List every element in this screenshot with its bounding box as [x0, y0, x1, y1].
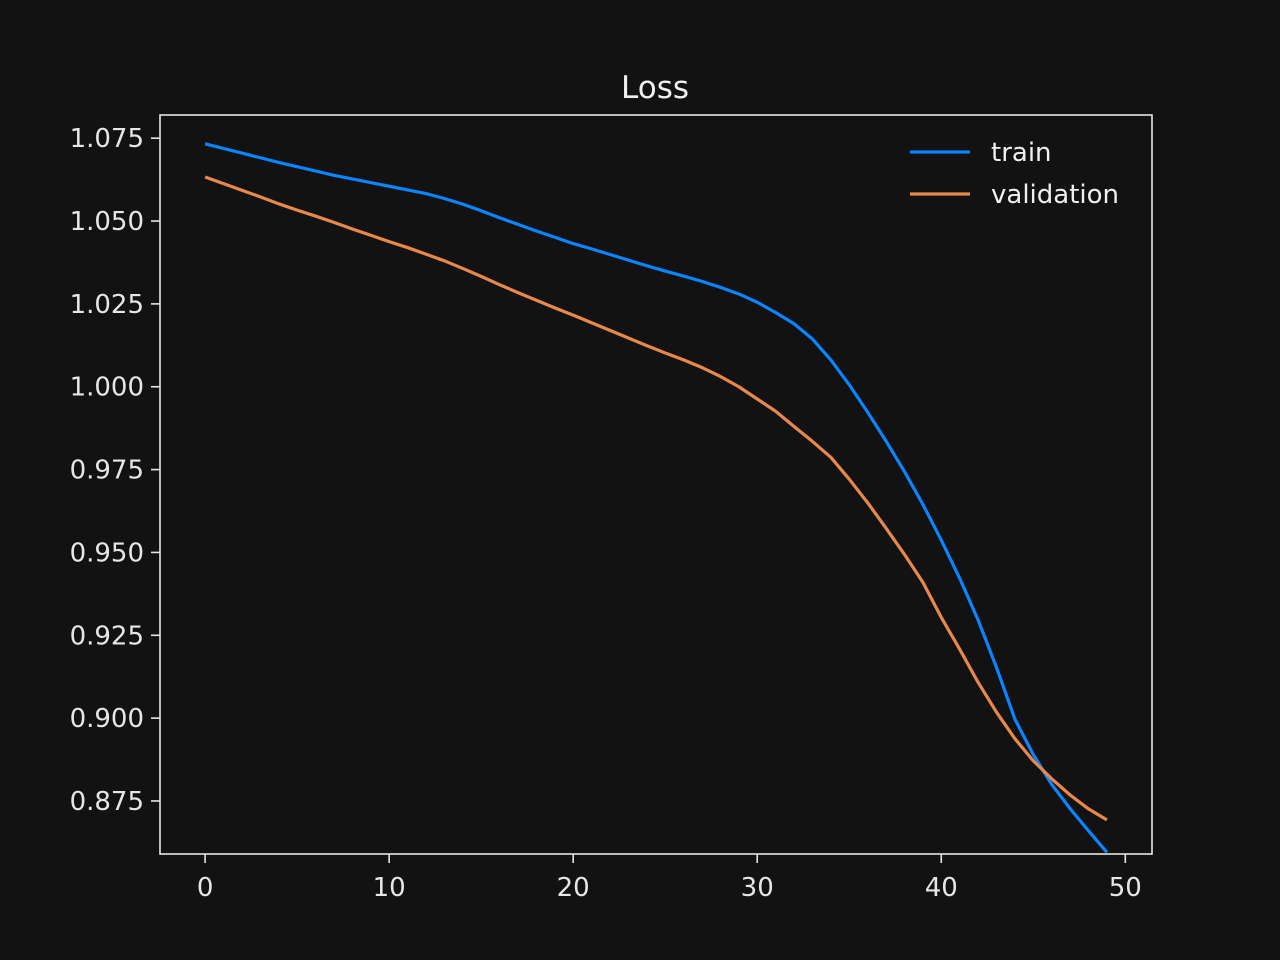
legend: train validation: [910, 138, 1119, 210]
y-tick-label: 0.900: [70, 704, 144, 734]
x-tick-label: 10: [373, 873, 406, 903]
y-tick-label: 1.000: [70, 373, 144, 403]
legend-label-validation: validation: [991, 180, 1119, 210]
y-tick-label: 1.025: [70, 290, 144, 320]
y-tick-label: 0.875: [70, 787, 144, 817]
y-tick-label: 0.950: [70, 538, 144, 568]
x-tick-label: 20: [557, 873, 590, 903]
plot-area: [159, 114, 1153, 855]
y-tick-label: 0.975: [70, 456, 144, 486]
y-axis: 0.875 0.900 0.925 0.950 0.975 1.000 1.025 1.050…: [70, 124, 160, 817]
y-tick-label: 0.925: [70, 621, 144, 651]
series-layer: [204, 142, 1109, 854]
chart-title: Loss: [621, 70, 689, 106]
y-tick-label: 1.075: [70, 124, 144, 154]
legend-label-train: train: [991, 138, 1052, 168]
series-line-train: [204, 142, 1109, 854]
x-tick-label: 0: [197, 873, 214, 903]
y-tick-label: 1.050: [70, 207, 144, 237]
x-tick-label: 30: [741, 873, 774, 903]
x-axis: 0 10 20 30 40 50: [197, 854, 1142, 903]
x-tick-label: 50: [1109, 873, 1142, 903]
series-line-validation: [204, 175, 1108, 822]
x-tick-label: 40: [925, 873, 958, 903]
